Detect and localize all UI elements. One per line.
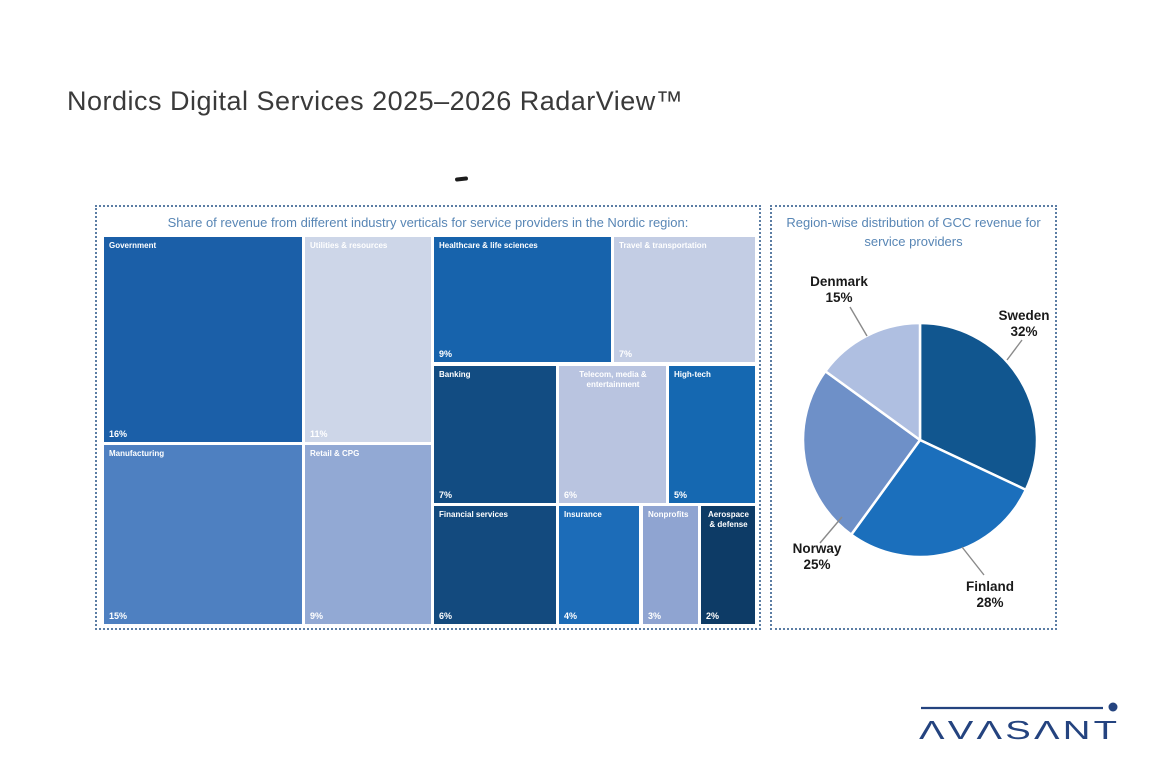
treemap-cell-label: Government bbox=[109, 241, 157, 250]
logo-dot bbox=[1108, 702, 1118, 712]
avasant-logo: Λ V Λ S Λ N T bbox=[919, 702, 1118, 745]
treemap-cell-retail-cpg: Retail & CPG 9% bbox=[305, 445, 431, 624]
stray-dash-mark bbox=[454, 176, 469, 182]
treemap-cell-label: Utilities & resources bbox=[310, 241, 388, 250]
treemap-cell-value: 7% bbox=[619, 349, 633, 359]
treemap-cell-value: 6% bbox=[564, 490, 578, 500]
pie-leader-line-norway bbox=[819, 516, 843, 544]
treemap-cell-label: High-tech bbox=[674, 370, 711, 379]
treemap-cell-value: 4% bbox=[564, 611, 578, 621]
treemap-cell-telecom-media-entertainment: Telecom, media & entertainment 6% bbox=[559, 366, 666, 503]
treemap-cell-value: 6% bbox=[439, 611, 453, 621]
treemap-cell-high-tech: High-tech 5% bbox=[669, 366, 755, 503]
treemap-cell-aerospace-defense: Aerospace & defense 2% bbox=[701, 506, 755, 624]
treemap-cell-label: Travel & transportation bbox=[619, 241, 707, 250]
logo-wordmark: Λ V Λ S Λ N T bbox=[919, 715, 1117, 745]
treemap-cell-banking: Banking 7% bbox=[434, 366, 556, 503]
treemap-cell-value: 9% bbox=[310, 611, 324, 621]
pie-label-norway: Norway 25% bbox=[793, 541, 842, 572]
treemap-cell-financial-services: Financial services 6% bbox=[434, 506, 556, 624]
treemap-cell-utilities-resources: Utilities & resources 11% bbox=[305, 237, 431, 442]
pie-label-denmark: Denmark 15% bbox=[810, 274, 868, 305]
pie-panel: Sweden 32% Finland 28% Norway 25% Denmark 15% R… bbox=[770, 205, 1057, 630]
treemap-cell-value: 11% bbox=[310, 429, 328, 439]
treemap-cell-label: Telecom, media & entertainment bbox=[579, 370, 647, 390]
treemap-cell-government: Government 16% bbox=[104, 237, 302, 442]
treemap-cell-label: Retail & CPG bbox=[310, 449, 360, 458]
treemap-cell-label: Insurance bbox=[564, 510, 602, 519]
pie-slice-sweden bbox=[918, 321, 1039, 492]
treemap-cell-label: Financial services bbox=[439, 510, 508, 519]
treemap-cell-value: 2% bbox=[706, 611, 720, 621]
treemap-cell-value: 3% bbox=[648, 611, 662, 621]
treemap: Government 16% Manufacturing 15% Utilities &… bbox=[104, 237, 755, 624]
treemap-cell-value: 5% bbox=[674, 490, 688, 500]
pie-label-sweden: Sweden 32% bbox=[998, 308, 1049, 339]
treemap-cell-label: Banking bbox=[439, 370, 471, 379]
page-title: Nordics Digital Services 2025–2026 Radar… bbox=[67, 86, 684, 116]
pie-slice-finland bbox=[849, 438, 1028, 559]
treemap-cell-label: Nonprofits bbox=[648, 510, 689, 519]
treemap-cell-travel-transportation: Travel & transportation 7% bbox=[614, 237, 755, 362]
treemap-cell-healthcare-life-sciences: Healthcare & life sciences 9% bbox=[434, 237, 611, 362]
treemap-panel: Share of revenue from different industry… bbox=[95, 205, 761, 630]
treemap-cell-nonprofits: Nonprofits 3% bbox=[643, 506, 698, 624]
treemap-panel-title: Share of revenue from different industry… bbox=[167, 215, 689, 230]
treemap-cell-value: 7% bbox=[439, 490, 453, 500]
pie-panel-title: Region-wise distribution of GCC revenue … bbox=[786, 215, 1041, 249]
pie-leader-line-sweden bbox=[1006, 339, 1023, 361]
treemap-cell-manufacturing: Manufacturing 15% bbox=[104, 445, 302, 624]
pie-label-finland: Finland 28% bbox=[966, 579, 1014, 610]
pie-chart: Sweden 32% Finland 28% Norway 25% Denmark 15% bbox=[793, 274, 1050, 610]
treemap-cell-value: 9% bbox=[439, 349, 453, 359]
treemap-cell-label: Aerospace & defense bbox=[708, 510, 749, 530]
treemap-cell-value: 15% bbox=[109, 611, 128, 621]
treemap-cell-label: Manufacturing bbox=[109, 449, 165, 458]
treemap-cell-insurance: Insurance 4% bbox=[559, 506, 639, 624]
treemap-cell-value: 16% bbox=[109, 429, 128, 439]
pie-leader-line-denmark bbox=[849, 306, 868, 337]
pie-leader-line-finland bbox=[961, 546, 985, 576]
treemap-cell-label: Healthcare & life sciences bbox=[439, 241, 538, 250]
